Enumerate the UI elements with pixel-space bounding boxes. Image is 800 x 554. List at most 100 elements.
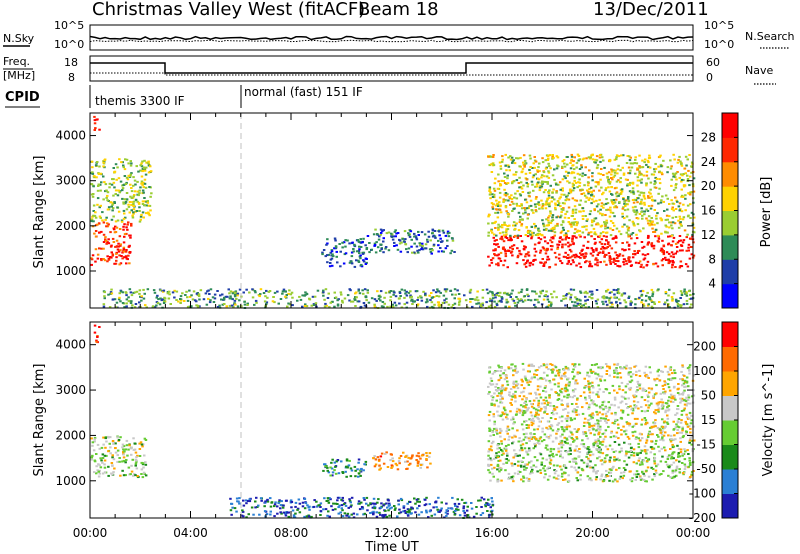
heatmap-cell xyxy=(684,450,687,453)
heatmap-cell xyxy=(543,433,547,436)
heatmap-cell xyxy=(563,175,566,178)
heatmap-cell xyxy=(650,223,654,226)
heatmap-cell xyxy=(424,292,427,295)
heatmap-cell xyxy=(344,252,348,255)
heatmap-cell xyxy=(111,237,115,240)
heatmap-cell xyxy=(582,461,586,464)
heatmap-cell xyxy=(498,431,502,434)
heatmap-cell xyxy=(411,454,414,457)
heatmap-cell xyxy=(661,455,664,458)
heatmap-cell xyxy=(686,449,689,452)
heatmap-cell xyxy=(352,250,355,253)
heatmap-cell xyxy=(356,239,359,241)
heatmap-cell xyxy=(134,474,137,477)
heatmap-cell xyxy=(655,217,658,220)
heatmap-cell xyxy=(507,165,511,168)
heatmap-cell xyxy=(552,156,555,159)
heatmap-cell xyxy=(629,375,633,378)
heatmap-cell xyxy=(638,179,642,182)
heatmap-cell xyxy=(177,300,180,303)
heatmap-cell xyxy=(683,458,687,461)
heatmap-cell xyxy=(606,365,609,368)
heatmap-cell xyxy=(689,462,692,464)
heatmap-cell xyxy=(538,442,541,445)
heatmap-cell xyxy=(346,239,349,242)
heatmap-cell xyxy=(557,428,560,431)
heatmap-cell xyxy=(500,367,503,370)
heatmap-cell xyxy=(660,398,663,401)
heatmap-cell xyxy=(628,367,631,370)
heatmap-cell xyxy=(553,234,556,237)
heatmap-cell xyxy=(90,220,94,223)
heatmap-cell xyxy=(153,306,157,308)
heatmap-cell xyxy=(583,377,586,380)
heatmap-cell xyxy=(131,216,135,219)
heatmap-cell xyxy=(512,440,515,443)
heatmap-cell xyxy=(598,241,602,244)
heatmap-cell xyxy=(671,263,674,266)
heatmap-cell xyxy=(119,243,122,246)
heatmap-cell xyxy=(651,293,655,296)
heatmap-cell xyxy=(410,455,414,458)
heatmap-cell xyxy=(502,200,505,203)
heatmap-cell xyxy=(678,431,681,434)
heatmap-cell xyxy=(627,166,631,169)
heatmap-cell xyxy=(608,479,611,482)
heatmap-cell xyxy=(299,298,303,301)
heatmap-cell xyxy=(578,448,581,450)
heatmap-cell xyxy=(660,165,663,168)
heatmap-cell xyxy=(645,438,649,441)
heatmap-cell xyxy=(326,238,329,241)
heatmap-cell xyxy=(97,463,100,466)
heatmap-cell xyxy=(407,291,411,294)
heatmap-cell xyxy=(359,257,362,260)
heatmap-cell xyxy=(657,192,660,195)
heatmap-cell xyxy=(559,390,563,393)
heatmap-cell xyxy=(118,460,121,463)
heatmap-cell xyxy=(680,244,684,247)
heatmap-cell xyxy=(622,173,626,176)
heatmap-cell xyxy=(528,230,532,233)
heatmap-cell xyxy=(594,372,597,375)
nsky-tick-bottom: 10^0 xyxy=(54,38,84,51)
heatmap-cell xyxy=(662,244,665,247)
heatmap-cell xyxy=(671,206,674,209)
heatmap-cell xyxy=(632,191,635,194)
heatmap-cell xyxy=(437,304,440,307)
heatmap-cell xyxy=(487,440,491,443)
heatmap-cell xyxy=(676,171,679,173)
heatmap-cell xyxy=(672,292,676,295)
heatmap-cell xyxy=(355,259,358,262)
heatmap-cell xyxy=(518,449,522,452)
heatmap-cell xyxy=(581,172,585,175)
heatmap-cell xyxy=(131,458,134,461)
heatmap-cell xyxy=(627,295,631,298)
heatmap-cell xyxy=(535,185,539,188)
heatmap-cell xyxy=(285,294,288,296)
heatmap-cell xyxy=(643,449,647,451)
heatmap-cell xyxy=(160,299,163,302)
heatmap-cell xyxy=(512,221,516,224)
heatmap-cell xyxy=(494,211,497,214)
heatmap-cell xyxy=(672,256,675,259)
heatmap-cell xyxy=(676,429,679,431)
heatmap-cell xyxy=(667,399,670,402)
heatmap-cell xyxy=(334,239,337,242)
heatmap-cell xyxy=(497,180,500,183)
heatmap-cell xyxy=(569,191,572,194)
heatmap-cell xyxy=(129,234,132,237)
heatmap-cell xyxy=(331,458,334,461)
heatmap-cell xyxy=(118,263,121,266)
heatmap-cell xyxy=(539,251,542,254)
heatmap-cell xyxy=(374,251,378,254)
heatmap-cell xyxy=(526,213,530,216)
colorbar-swatch xyxy=(722,234,738,260)
heatmap-cell xyxy=(326,242,329,245)
heatmap-cell xyxy=(603,223,607,225)
heatmap-cell xyxy=(554,202,557,205)
heatmap-cell xyxy=(691,233,694,236)
heatmap-cell xyxy=(390,453,393,456)
heatmap-cell xyxy=(273,301,276,304)
heatmap-cell xyxy=(143,472,146,475)
heatmap-cell xyxy=(490,261,494,264)
